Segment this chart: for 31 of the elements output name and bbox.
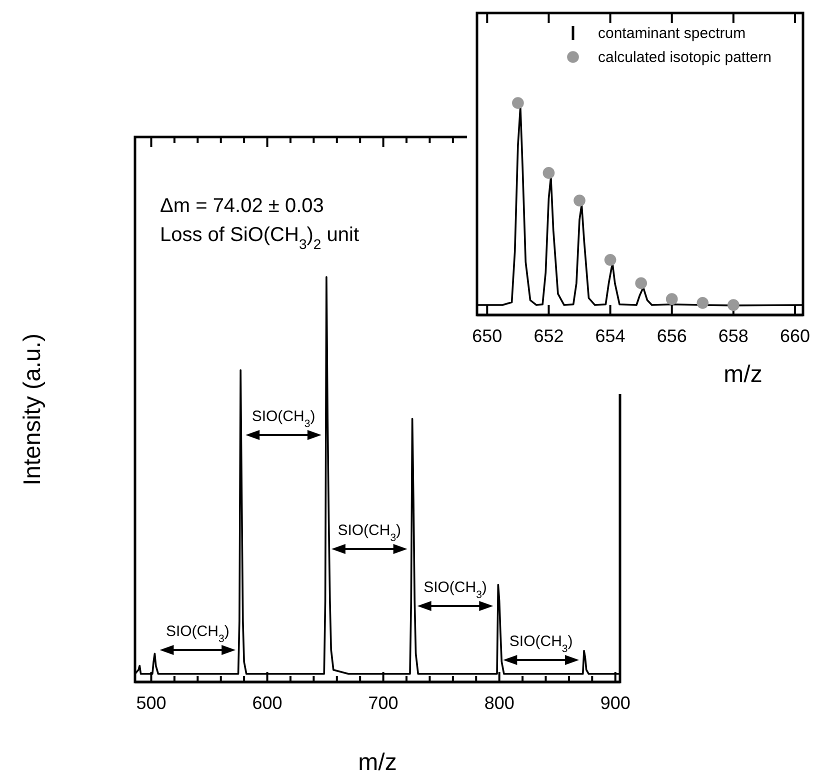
x-tick-label: 900 bbox=[600, 692, 630, 713]
legend-label: contaminant spectrum bbox=[598, 25, 746, 42]
point bbox=[696, 297, 709, 309]
legend-label: calculated isotopic pattern bbox=[598, 49, 772, 66]
y-axis-title: Intensity (a.u.) bbox=[19, 333, 46, 486]
point bbox=[604, 254, 616, 266]
point bbox=[542, 167, 555, 179]
annotation: SIO(CH$_{3}$) bbox=[424, 579, 487, 601]
x-axis-title: m/z bbox=[358, 749, 397, 776]
point bbox=[512, 97, 524, 109]
x-axis-title: m/z bbox=[724, 361, 762, 388]
annotation: SIO(CH$_{3}$) bbox=[338, 522, 402, 544]
annotation: SIO(CH$_{3}$) bbox=[509, 633, 573, 655]
x-tick-label: 800 bbox=[484, 692, 514, 713]
x-tick-label: 654 bbox=[595, 326, 626, 346]
x-tick-label: 656 bbox=[656, 326, 687, 346]
text: Loss of SiO(CH$_{3}$)$_{2}$ unit bbox=[160, 224, 360, 252]
point bbox=[635, 277, 647, 290]
point bbox=[574, 194, 586, 206]
x-tick-label: 660 bbox=[780, 326, 810, 346]
point bbox=[728, 299, 740, 311]
x-tick-label: 500 bbox=[136, 692, 166, 713]
x-tick-label: 652 bbox=[534, 326, 564, 346]
x-tick-label: 650 bbox=[472, 326, 502, 346]
annotation: SIO(CH$_{3}$) bbox=[252, 408, 316, 430]
point bbox=[666, 293, 678, 306]
annotation: SIO(CH$_{3}$) bbox=[166, 623, 230, 645]
x-tick-label: 658 bbox=[718, 326, 748, 346]
text: Δm = 74.02 ± 0.03 bbox=[160, 195, 324, 217]
x-tick-label: 700 bbox=[368, 692, 398, 713]
x-tick-label: 600 bbox=[252, 692, 282, 713]
